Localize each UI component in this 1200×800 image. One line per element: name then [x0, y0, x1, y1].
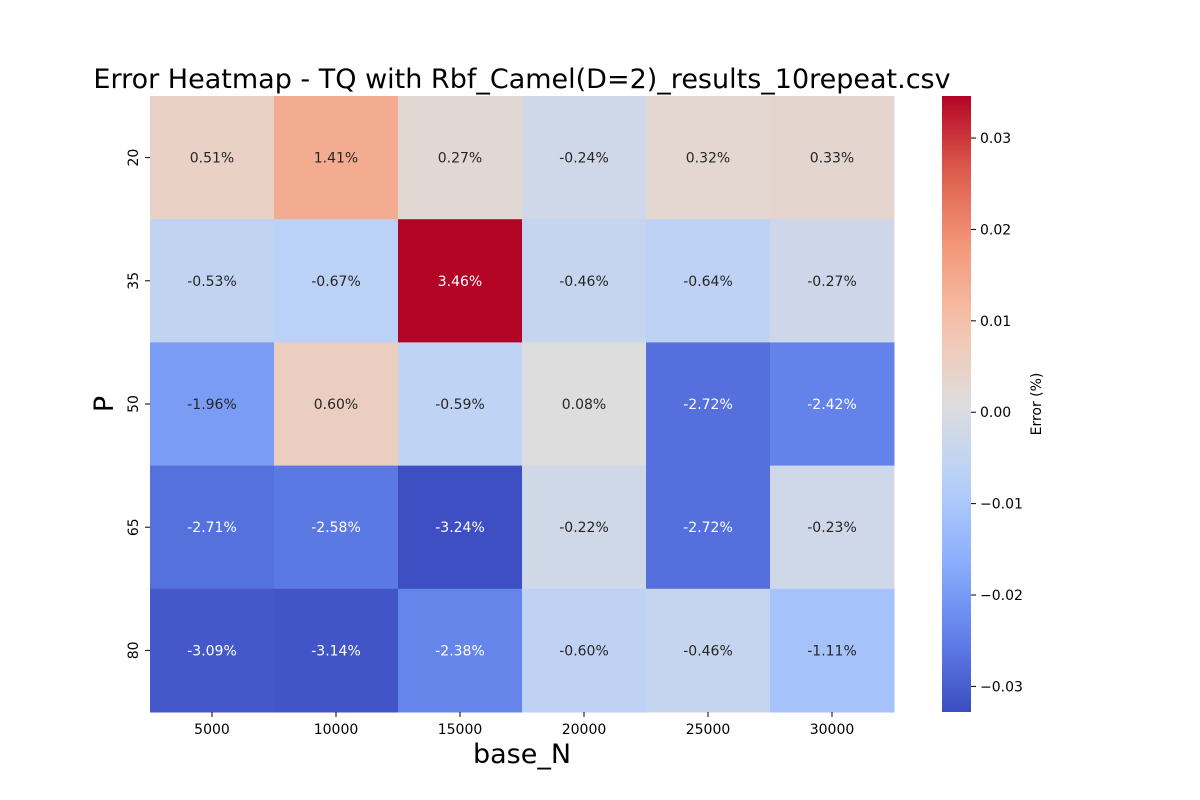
heatmap-cell	[770, 342, 895, 467]
cell-label: -1.96%	[187, 397, 237, 413]
y-tick-label: 80	[126, 641, 142, 659]
cell-label: -1.11%	[807, 643, 857, 659]
cell-label: -0.23%	[807, 520, 857, 536]
heatmap-cell	[770, 465, 895, 590]
colorbar-tick-label: 0.02	[980, 222, 1011, 238]
heatmap-cell	[398, 465, 523, 590]
cell-label: 0.27%	[438, 151, 482, 167]
cell-label: -0.67%	[311, 274, 361, 290]
colorbar-label: Error (%)	[1029, 373, 1045, 436]
heatmap-cell	[770, 96, 895, 220]
y-axis-label: P	[89, 396, 120, 412]
heatmap-cell	[646, 588, 771, 713]
colorbar-tick-label: 0.03	[980, 131, 1011, 147]
x-tick-label: 5000	[194, 722, 230, 738]
heatmap-cell	[150, 342, 275, 467]
heatmap-cell	[150, 465, 275, 590]
cell-label: -2.71%	[187, 520, 237, 536]
cell-label: 0.60%	[314, 397, 358, 413]
cell-label: 3.46%	[438, 274, 482, 290]
cell-label: -0.46%	[683, 643, 733, 659]
y-tick-label: 20	[126, 149, 142, 167]
colorbar-gradient	[942, 96, 971, 712]
heatmap-cell	[646, 96, 771, 220]
x-tick-label: 15000	[438, 722, 483, 738]
cell-label: -3.09%	[187, 643, 237, 659]
heatmap-cell	[150, 96, 275, 220]
heatmap-cell	[646, 342, 771, 467]
heatmap-cell	[398, 588, 523, 713]
x-axis-ticks: 5000 10000 15000 20000 25000 30000	[194, 712, 854, 738]
cell-label: 0.51%	[190, 151, 234, 167]
cell-label: -0.22%	[559, 520, 609, 536]
cell-label: -2.42%	[807, 397, 857, 413]
heatmap-cell	[522, 219, 647, 343]
cell-label: -0.24%	[559, 151, 609, 167]
heatmap-cell	[274, 588, 399, 713]
heatmap-cells: 0.51% 1.41% 0.27% -0.24% 0.32% 0.33% -0.53% -0.…	[150, 96, 895, 713]
cell-label: -0.64%	[683, 274, 733, 290]
colorbar-tick-label: −0.02	[980, 588, 1023, 604]
heatmap-cell	[770, 219, 895, 343]
x-tick-label: 30000	[810, 722, 855, 738]
cell-label: -3.14%	[311, 643, 361, 659]
heatmap-cell	[150, 219, 275, 343]
cell-label: -0.53%	[187, 274, 237, 290]
cell-label: -3.24%	[435, 520, 485, 536]
chart-title: Error Heatmap - TQ with Rbf_Camel(D=2)_r…	[93, 64, 950, 95]
x-tick-label: 10000	[314, 722, 359, 738]
heatmap-cell	[274, 96, 399, 220]
x-tick-label: 20000	[562, 722, 607, 738]
colorbar-tick-label: 0.00	[980, 405, 1011, 421]
cell-label: 0.32%	[686, 151, 730, 167]
cell-label: -2.72%	[683, 397, 733, 413]
cell-label: 0.33%	[810, 151, 854, 167]
heatmap-cell	[274, 342, 399, 467]
y-tick-label: 35	[126, 272, 142, 290]
heatmap-cell	[770, 588, 895, 713]
cell-label: -0.27%	[807, 274, 857, 290]
cell-label: -0.60%	[559, 643, 609, 659]
heatmap-cell	[646, 219, 771, 343]
cell-label: 1.41%	[314, 151, 358, 167]
cell-label: -0.46%	[559, 274, 609, 290]
y-tick-label: 50	[126, 395, 142, 413]
y-tick-label: 65	[126, 518, 142, 536]
cell-label: -2.72%	[683, 520, 733, 536]
colorbar: 0.03 0.02 0.01 0.00 −0.01 −0.02 −0.03	[942, 96, 1023, 712]
cell-label: -2.38%	[435, 643, 485, 659]
y-axis-ticks: 20 35 50 65 80	[126, 149, 150, 659]
heatmap-cell	[522, 342, 647, 467]
heatmap-cell	[522, 96, 647, 220]
heatmap-cell	[398, 219, 523, 343]
heatmap-cell	[274, 465, 399, 590]
cell-label: -2.58%	[311, 520, 361, 536]
cell-label: 0.08%	[562, 397, 606, 413]
heatmap-cell	[522, 588, 647, 713]
colorbar-tick-label: 0.01	[980, 314, 1011, 330]
heatmap-cell	[522, 465, 647, 590]
x-axis-label: base_N	[473, 739, 571, 770]
colorbar-tick-label: −0.01	[980, 497, 1023, 513]
heatmap-cell	[150, 588, 275, 713]
heatmap-cell	[274, 219, 399, 343]
heatmap-cell	[646, 465, 771, 590]
cell-label: -0.59%	[435, 397, 485, 413]
heatmap-cell	[398, 96, 523, 220]
colorbar-tick-label: −0.03	[980, 679, 1023, 695]
heatmap-cell	[398, 342, 523, 467]
x-tick-label: 25000	[686, 722, 731, 738]
